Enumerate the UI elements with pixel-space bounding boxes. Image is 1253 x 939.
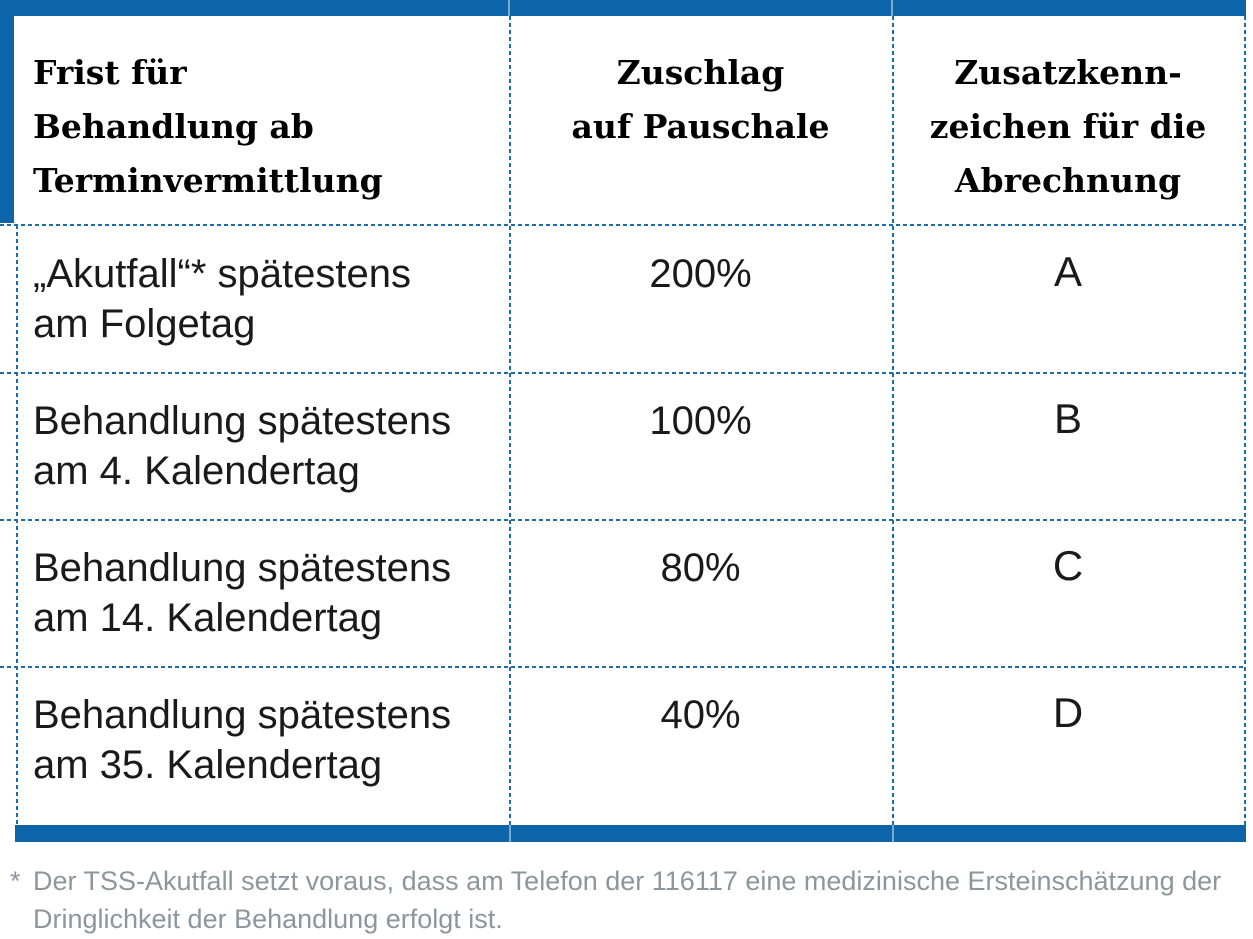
- table-right-dotted-border: [1244, 16, 1246, 825]
- surcharge-cell: 100%: [649, 399, 752, 443]
- footnote-text: Der TSS-Akutfall setzt voraus, dass am T…: [33, 866, 1222, 934]
- row-divider: [0, 519, 1246, 521]
- bar-notch: [892, 825, 894, 842]
- bar-notch: [891, 0, 893, 16]
- deadline-cell: Behandlung spätestens am 14. Kalendertag: [33, 546, 452, 640]
- column-divider: [509, 16, 511, 825]
- table-left-dotted-border: [16, 225, 18, 825]
- deadline-cell: Behandlung spätestens am 4. Kalendertag: [33, 399, 452, 493]
- surcharge-cell: 80%: [660, 546, 741, 590]
- footnote: * Der TSS-Akutfall setzt voraus, dass am…: [10, 862, 1250, 938]
- code-cell: B: [1053, 395, 1082, 442]
- code-cell: D: [1052, 689, 1084, 736]
- footnote-asterisk: *: [10, 866, 21, 896]
- column-header-billing-code: Zusatzkenn- zeichen für die Abrechnung: [929, 53, 1207, 200]
- bar-notch: [509, 825, 511, 842]
- code-cell: A: [1053, 248, 1082, 295]
- table-left-border-bar: [0, 0, 14, 223]
- code-cell: C: [1052, 542, 1084, 589]
- table-bottom-border-bar: [15, 825, 1246, 842]
- column-header-deadline: Frist für Behandlung ab Terminvermittlun…: [33, 53, 383, 200]
- row-divider: [0, 666, 1246, 668]
- table-top-border-bar: [0, 0, 1246, 16]
- row-divider: [0, 372, 1246, 374]
- bar-notch: [508, 0, 510, 16]
- column-divider: [892, 16, 894, 825]
- deadline-cell: „Akutfall“* spätestens am Folgetag: [33, 252, 411, 346]
- surcharge-cell: 40%: [660, 693, 741, 737]
- surcharge-cell: 200%: [649, 252, 752, 296]
- deadline-cell: Behandlung spätestens am 35. Kalendertag: [33, 693, 452, 787]
- header-row-divider: [0, 224, 1246, 226]
- column-header-surcharge: Zuschlag auf Pauschale: [571, 53, 830, 146]
